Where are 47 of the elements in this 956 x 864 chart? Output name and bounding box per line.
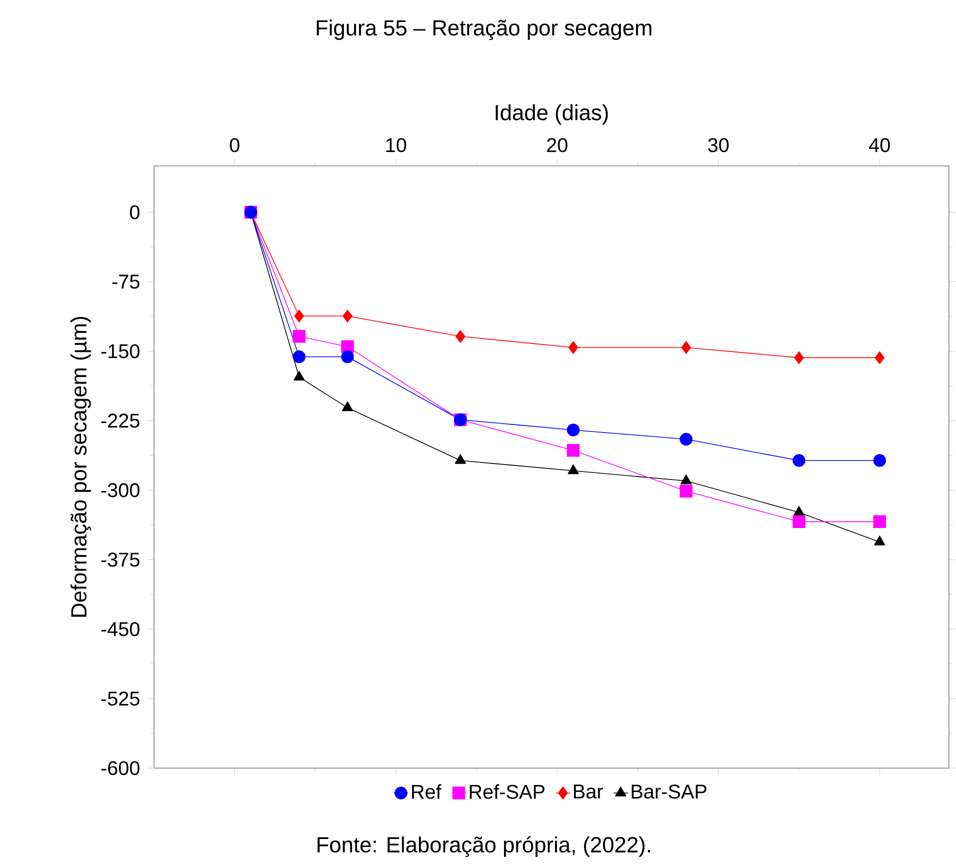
x-tick-label: 20 xyxy=(547,138,568,152)
point xyxy=(292,350,306,364)
point xyxy=(341,350,354,364)
y-tick-label: -150 xyxy=(101,344,140,358)
point xyxy=(292,330,306,343)
point xyxy=(566,444,580,457)
x-tick-label: 10 xyxy=(386,138,406,152)
legend-label: Ref xyxy=(412,784,442,800)
legend-label: Bar xyxy=(574,784,603,799)
legend-label: Ref-SAP xyxy=(470,784,544,800)
x-axis-title: Idade (dias) xyxy=(496,104,608,125)
point xyxy=(568,341,578,354)
point xyxy=(294,310,304,323)
y-tick-label: -525 xyxy=(101,692,140,706)
x-tick-label: 40 xyxy=(869,138,890,152)
point xyxy=(680,484,692,498)
point xyxy=(792,516,806,528)
y-tick-label: -375 xyxy=(101,552,140,567)
y-tick-label: -450 xyxy=(101,622,140,636)
point xyxy=(873,516,886,528)
source-note: Fonte: Elaboração própria, (2022). xyxy=(318,836,650,858)
point xyxy=(874,352,884,364)
x-tick-label: 30 xyxy=(708,138,729,152)
y-axis-title: Deformação por secagem (µm) xyxy=(70,317,91,617)
point xyxy=(874,536,886,546)
point xyxy=(568,464,579,474)
point xyxy=(456,330,466,343)
chart-title: Figura 55 – Retração por secagem xyxy=(316,20,652,40)
point xyxy=(793,506,805,516)
point xyxy=(454,454,466,464)
point xyxy=(680,433,692,446)
point xyxy=(294,370,305,381)
y-tick-label: -600 xyxy=(101,761,140,776)
point xyxy=(342,310,352,323)
y-tick-label: -75 xyxy=(112,275,140,289)
point xyxy=(794,352,804,364)
point xyxy=(680,474,692,484)
point xyxy=(681,341,691,354)
y-tick-label: -300 xyxy=(101,483,140,498)
x-tick-label: 0 xyxy=(230,138,240,152)
legend-label: Bar-SAP xyxy=(632,784,706,799)
y-tick-label: 0 xyxy=(130,205,140,220)
point xyxy=(342,402,354,412)
point xyxy=(566,424,580,437)
y-tick-label: -225 xyxy=(101,414,140,428)
point xyxy=(792,454,806,468)
point xyxy=(873,454,886,468)
